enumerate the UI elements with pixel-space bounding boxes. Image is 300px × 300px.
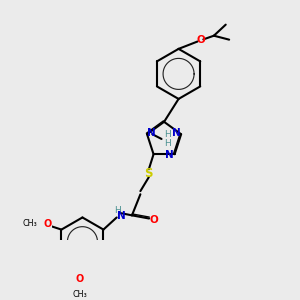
Text: CH₃: CH₃: [72, 290, 87, 298]
Text: O: O: [149, 214, 158, 225]
Text: H: H: [114, 206, 121, 215]
Text: CH₃: CH₃: [23, 219, 38, 228]
Text: N: N: [147, 128, 156, 138]
Text: O: O: [76, 274, 84, 284]
Text: O: O: [44, 219, 52, 229]
Text: S: S: [145, 167, 153, 180]
Text: N: N: [117, 211, 126, 221]
Text: H: H: [164, 130, 171, 139]
Text: N: N: [172, 128, 181, 138]
Text: O: O: [196, 35, 205, 45]
Text: N: N: [166, 150, 174, 160]
Text: H: H: [164, 139, 171, 148]
